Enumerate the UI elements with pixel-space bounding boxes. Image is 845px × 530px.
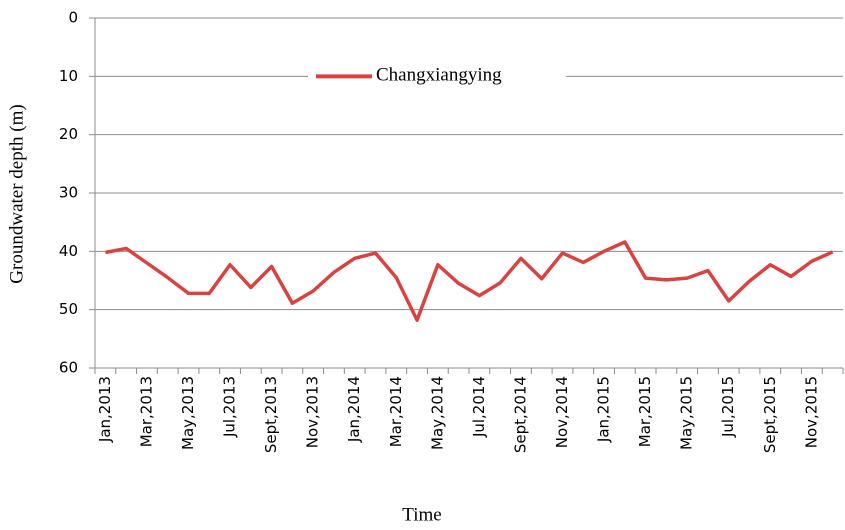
- y-tick-label: 30: [59, 184, 78, 202]
- x-tick-label: Mar,2014: [387, 376, 405, 447]
- x-tick-label: Nov,2013: [304, 376, 322, 448]
- y-tick-label: 20: [59, 125, 78, 143]
- x-tick-label: May,2013: [179, 376, 197, 450]
- x-tick-label: Jul,2015: [719, 376, 737, 438]
- x-tick-label: May,2015: [678, 376, 696, 450]
- y-tick-label: 50: [59, 300, 78, 318]
- y-tick-label: 40: [59, 242, 78, 260]
- x-tick-label: Jul,2013: [221, 376, 239, 438]
- x-tick-label: Sept,2015: [761, 376, 779, 453]
- y-tick-label: 60: [59, 359, 78, 377]
- x-tick-label: May,2014: [428, 376, 446, 450]
- x-tick-label: Jan,2015: [595, 376, 613, 443]
- x-axis-title: Time: [402, 504, 441, 525]
- x-tick-label: Nov,2015: [802, 376, 820, 448]
- x-tick-label: Jan,2014: [345, 376, 363, 443]
- x-tick-label: Mar,2015: [636, 376, 654, 447]
- y-axis-title: Groundwater depth (m): [6, 104, 27, 283]
- y-tick-label: 0: [68, 9, 78, 27]
- legend-label: Changxiangying: [376, 65, 502, 86]
- x-tick-label: Jan,2013: [96, 376, 114, 443]
- x-tick-label: Sept,2013: [262, 376, 280, 453]
- x-tick-label: Jul,2014: [470, 376, 488, 438]
- x-tick-label: Mar,2013: [137, 376, 155, 447]
- x-tick-label: Nov,2014: [553, 376, 571, 448]
- data-line: [105, 240, 834, 322]
- x-tick-label: Sept,2014: [511, 376, 529, 453]
- y-tick-label: 10: [59, 67, 78, 85]
